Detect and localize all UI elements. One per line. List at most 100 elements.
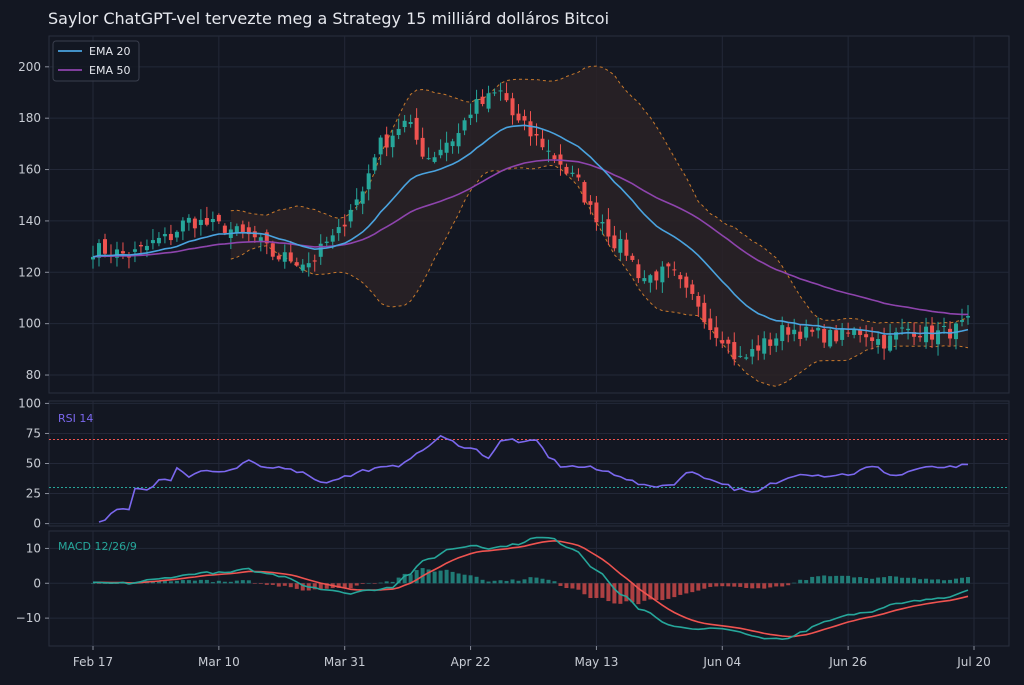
macd-histogram-bar [168, 581, 173, 584]
macd-histogram-bar [708, 583, 713, 587]
candle-body [642, 278, 647, 282]
macd-histogram-bar [684, 583, 689, 594]
macd-histogram-bar [666, 583, 671, 599]
candle-body [162, 234, 167, 237]
candle-body [726, 339, 731, 344]
macd-histogram-bar [156, 581, 161, 584]
candle-body [708, 318, 713, 331]
candle-body [744, 357, 749, 359]
candle-body [402, 120, 407, 128]
candle-body [91, 256, 95, 260]
macd-histogram-bar [228, 581, 233, 584]
candle-body [624, 239, 629, 256]
macd-ytick-label: 0 [33, 576, 41, 590]
macd-histogram-bar [552, 581, 557, 584]
candle-body [780, 325, 785, 342]
candle-body [498, 90, 503, 92]
macd-histogram-bar [486, 581, 491, 584]
candle-body [246, 227, 251, 235]
candle-body [204, 218, 209, 225]
macd-histogram-bar [810, 576, 815, 584]
candle-body [702, 302, 707, 323]
candle-body [264, 232, 269, 244]
macd-histogram-bar [966, 577, 970, 584]
candle-body [384, 134, 389, 148]
candle-body [672, 269, 677, 271]
macd-histogram-bar [654, 583, 659, 600]
macd-histogram-bar [384, 581, 389, 584]
macd-histogram-bar [852, 577, 857, 584]
macd-histogram-bar [624, 583, 629, 602]
candle-body [102, 239, 107, 254]
candle-body [666, 263, 671, 267]
candle-body [222, 225, 227, 233]
macd-frame [48, 530, 1010, 647]
xtick-label: Mar 31 [324, 655, 366, 669]
macd-histogram-bar [894, 576, 899, 584]
macd-histogram-bar [216, 580, 221, 584]
macd-histogram-bar [402, 573, 407, 584]
candle-body [168, 233, 173, 241]
macd-histogram-bar [516, 580, 521, 584]
candle-body [864, 334, 869, 338]
macd-histogram-bar [714, 583, 719, 587]
candle-body [282, 252, 287, 262]
macd-histogram-bar [432, 571, 437, 584]
candle-body [882, 335, 887, 349]
rsi-panel: 0 25 50 75 100 RSI 14 [18, 396, 1010, 531]
candle-body [180, 220, 185, 232]
candle-body [276, 255, 281, 260]
candle-body [438, 149, 443, 156]
macd-histogram-bar [372, 583, 377, 584]
macd-histogram-bar [942, 580, 947, 584]
macd-histogram-bar [414, 570, 419, 584]
macd-histogram-bar [456, 573, 461, 584]
xtick-label: Apr 22 [451, 655, 491, 669]
candle-body [378, 137, 383, 155]
candle-body [564, 166, 569, 174]
macd-ytick-label: −10 [16, 611, 41, 625]
macd-histogram-bar [408, 574, 413, 584]
candle-body [534, 133, 539, 136]
macd-histogram-bar [324, 583, 329, 589]
macd-histogram-bar [174, 580, 179, 584]
price-ytick-label: 160 [18, 163, 41, 177]
macd-histogram-bar [564, 583, 569, 588]
candle-body [600, 222, 605, 224]
candle-body [630, 255, 635, 260]
candle-body [258, 237, 263, 242]
macd-histogram-bar [258, 583, 263, 584]
candle-body [426, 158, 431, 160]
candle-body [528, 121, 533, 137]
candle-body [288, 252, 293, 262]
macd-histogram-bar [936, 579, 941, 584]
macd-histogram-bar [438, 570, 443, 584]
candle-body [732, 342, 737, 360]
candle-body [966, 316, 970, 318]
macd-histogram-bar [354, 583, 359, 586]
candle-body [174, 231, 179, 238]
macd-histogram-bar [570, 583, 575, 589]
candle-body [432, 157, 437, 162]
macd-histogram-bar [246, 580, 251, 584]
candle-body [516, 113, 521, 121]
candle-body [210, 219, 215, 223]
candle-body [828, 329, 833, 347]
candle-body [678, 275, 683, 280]
macd-histogram-bar [288, 583, 293, 588]
candle-body [936, 330, 941, 345]
macd-histogram-bar [846, 575, 851, 584]
rsi-ytick-label: 50 [26, 457, 41, 471]
candle-body [606, 219, 611, 237]
macd-histogram-bar [636, 583, 641, 605]
macd-histogram-bar [180, 580, 185, 584]
candle-body [900, 327, 905, 329]
macd-histogram-bar [960, 577, 965, 584]
macd-histogram-bar [876, 577, 881, 584]
macd-histogram-bar [870, 578, 875, 584]
macd-histogram-bar [840, 575, 845, 584]
macd-histogram-bar [738, 583, 743, 587]
macd-histogram-bar [504, 580, 509, 584]
candle-body [390, 135, 395, 148]
